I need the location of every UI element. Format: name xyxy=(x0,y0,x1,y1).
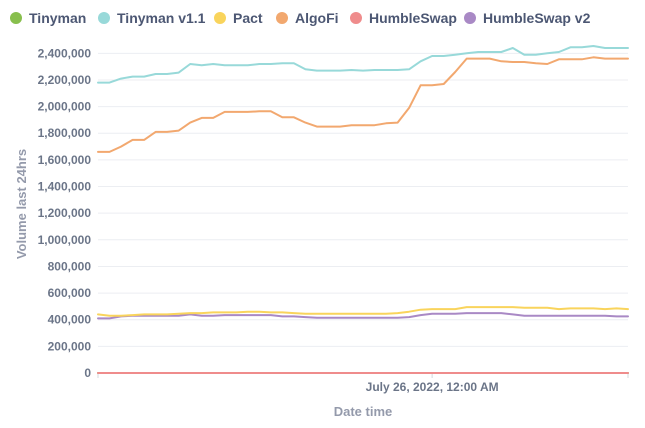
y-tick-label: 0 xyxy=(84,366,91,380)
chart-legend: Tinyman Tinyman v1.1 Pact AlgoFi HumbleS… xyxy=(0,0,645,36)
legend-label-tinyman-v1-1: Tinyman v1.1 xyxy=(117,10,206,26)
legend-label-humbleswap: HumbleSwap xyxy=(369,10,457,26)
y-tick-label: 400,000 xyxy=(48,313,92,327)
legend-item-humbleswap-v2[interactable]: HumbleSwap v2 xyxy=(464,9,590,27)
y-tick-label: 1,800,000 xyxy=(38,126,92,140)
y-tick-label: 1,600,000 xyxy=(38,153,92,167)
legend-swatch-humbleswap xyxy=(350,12,362,24)
series-lines xyxy=(97,45,629,374)
legend-swatch-humbleswap-v2 xyxy=(464,12,476,24)
legend-swatch-algofi xyxy=(276,12,288,24)
x-tick-label: July 26, 2022, 12:00 AM xyxy=(366,380,499,394)
legend-label-pact: Pact xyxy=(233,10,263,26)
y-tick-label: 200,000 xyxy=(48,339,92,353)
legend-label-humbleswap-v2: HumbleSwap v2 xyxy=(483,10,591,26)
legend-swatch-tinyman xyxy=(10,12,22,24)
legend-item-pact[interactable]: Pact xyxy=(214,9,263,27)
legend-item-humbleswap[interactable]: HumbleSwap xyxy=(350,9,457,27)
y-tick-label: 2,400,000 xyxy=(38,46,92,60)
series-line-algofi[interactable] xyxy=(97,56,629,153)
y-axis-ticks: 0 200,000 400,000 600,000 800,000 1,000,000 1,… xyxy=(38,46,92,380)
legend-label-algofi: AlgoFi xyxy=(295,10,339,26)
legend-swatch-tinyman-v1-1 xyxy=(98,12,110,24)
grid-lines xyxy=(98,52,628,347)
y-tick-label: 600,000 xyxy=(48,286,92,300)
y-tick-label: 1,200,000 xyxy=(38,206,92,220)
legend-item-algofi[interactable]: AlgoFi xyxy=(276,9,339,27)
x-axis-title: Date time xyxy=(334,404,393,419)
y-tick-label: 2,000,000 xyxy=(38,100,92,114)
series-line-tinyman-v1-1[interactable] xyxy=(97,45,629,84)
series-line-pact[interactable] xyxy=(97,306,629,317)
legend-swatch-pact xyxy=(214,12,226,24)
legend-label-tinyman: Tinyman xyxy=(29,10,87,26)
y-axis-title: Volume last 24hrs xyxy=(14,149,29,259)
legend-item-tinyman-v1-1[interactable]: Tinyman v1.1 xyxy=(98,9,205,27)
y-tick-label: 1,000,000 xyxy=(38,233,92,247)
legend-item-tinyman[interactable]: Tinyman xyxy=(10,9,86,27)
y-tick-label: 1,400,000 xyxy=(38,180,92,194)
y-tick-label: 2,200,000 xyxy=(38,73,92,87)
y-tick-label: 800,000 xyxy=(48,259,92,273)
series-line-humbleswap-v2[interactable] xyxy=(97,312,629,320)
